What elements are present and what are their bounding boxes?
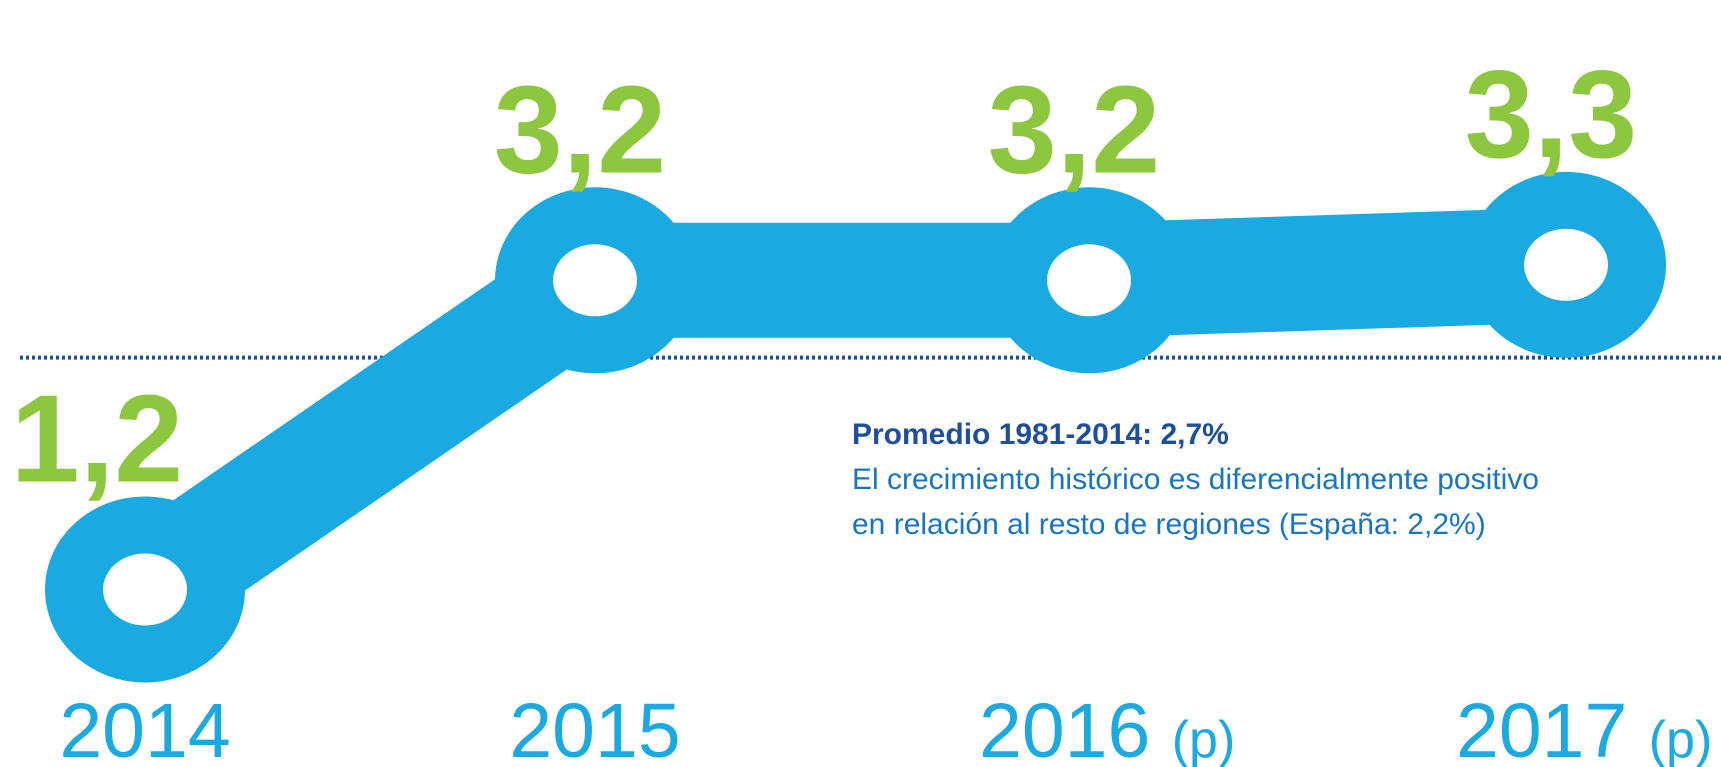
x-tick-label: 2015 <box>509 688 680 767</box>
value-label: 1,2 <box>11 370 183 508</box>
point-hole <box>553 244 637 317</box>
category: 2014 <box>59 688 230 767</box>
category-note: (p) <box>1172 711 1236 767</box>
category: 2016 <box>979 688 1150 767</box>
category-note: (p) <box>1649 711 1713 767</box>
value-label: 3,2 <box>988 61 1160 199</box>
annotation-title: Promedio 1981-2014: 2,7% <box>852 418 1229 451</box>
x-tick-label: 2017 (p) <box>1456 688 1712 767</box>
point-hole <box>1047 244 1131 317</box>
line <box>112 207 1568 637</box>
point-hole <box>1524 228 1608 301</box>
x-tick-label: 2016 (p) <box>979 688 1235 767</box>
value-label: 3,2 <box>494 61 666 199</box>
annotation-line: El crecimiento histórico es diferencialm… <box>852 463 1539 496</box>
point-hole <box>103 553 187 626</box>
x-tick-label: 2014 <box>59 688 230 767</box>
value-label: 3,3 <box>1465 46 1637 184</box>
annotation-line: en relación al resto de regiones (España… <box>852 508 1486 541</box>
category: 2017 <box>1456 688 1627 767</box>
category: 2015 <box>509 688 680 767</box>
